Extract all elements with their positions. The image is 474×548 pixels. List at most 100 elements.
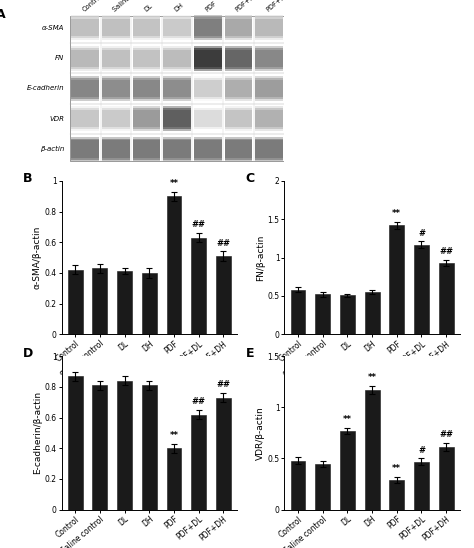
Bar bbox=[164, 78, 191, 99]
Text: Saline control: Saline control bbox=[112, 0, 151, 13]
Bar bbox=[225, 67, 252, 71]
Text: #: # bbox=[418, 229, 425, 238]
Bar bbox=[142, 273, 157, 334]
Bar bbox=[255, 18, 283, 38]
Bar bbox=[133, 106, 160, 110]
Bar bbox=[166, 448, 182, 510]
Bar bbox=[194, 46, 222, 49]
Bar bbox=[142, 385, 157, 510]
Text: **: ** bbox=[368, 373, 376, 382]
Bar bbox=[255, 78, 283, 99]
Bar bbox=[133, 46, 160, 49]
Bar bbox=[164, 139, 191, 159]
Bar bbox=[70, 15, 284, 161]
Y-axis label: E-cadherin/β-actin: E-cadherin/β-actin bbox=[33, 391, 42, 475]
Text: PDF+DH: PDF+DH bbox=[265, 0, 291, 13]
Bar bbox=[133, 97, 160, 101]
Bar bbox=[291, 290, 305, 334]
Bar bbox=[117, 271, 132, 334]
Bar bbox=[102, 97, 130, 101]
Bar bbox=[133, 48, 160, 68]
Bar bbox=[194, 109, 222, 129]
Bar bbox=[255, 136, 283, 140]
Bar bbox=[414, 244, 429, 334]
Bar bbox=[225, 48, 252, 68]
Bar bbox=[255, 139, 283, 159]
Bar bbox=[72, 37, 99, 40]
Bar bbox=[102, 37, 130, 40]
Bar bbox=[225, 109, 252, 129]
Bar bbox=[117, 381, 132, 510]
Bar bbox=[194, 37, 222, 40]
Bar bbox=[164, 109, 191, 129]
Bar bbox=[164, 97, 191, 101]
Bar bbox=[191, 238, 206, 334]
Bar bbox=[164, 76, 191, 80]
Text: α-SMA: α-SMA bbox=[42, 25, 64, 31]
Bar bbox=[216, 398, 231, 510]
Bar bbox=[133, 37, 160, 40]
Y-axis label: FN/β-actin: FN/β-actin bbox=[255, 235, 264, 281]
Text: **: ** bbox=[343, 415, 352, 424]
Text: ##: ## bbox=[439, 247, 453, 256]
Bar bbox=[194, 106, 222, 110]
Bar bbox=[225, 158, 252, 162]
Text: ##: ## bbox=[191, 220, 206, 229]
Bar bbox=[164, 127, 191, 131]
Bar bbox=[72, 139, 99, 159]
Bar bbox=[72, 78, 99, 99]
Bar bbox=[164, 67, 191, 71]
Text: **: ** bbox=[392, 209, 401, 218]
Bar bbox=[255, 97, 283, 101]
Text: A: A bbox=[0, 8, 5, 21]
Bar bbox=[72, 18, 99, 38]
Bar bbox=[194, 48, 222, 68]
Bar bbox=[194, 139, 222, 159]
Bar bbox=[225, 97, 252, 101]
Text: C: C bbox=[246, 172, 255, 185]
Bar bbox=[194, 15, 222, 19]
Text: FN: FN bbox=[55, 55, 64, 61]
Bar bbox=[68, 376, 82, 510]
Bar bbox=[194, 97, 222, 101]
Bar bbox=[102, 139, 130, 159]
Bar bbox=[340, 431, 355, 510]
Bar bbox=[164, 136, 191, 140]
Bar bbox=[102, 109, 130, 129]
Bar bbox=[225, 139, 252, 159]
Y-axis label: α-SMA/β-actin: α-SMA/β-actin bbox=[33, 226, 42, 289]
Bar bbox=[164, 48, 191, 68]
Bar bbox=[102, 136, 130, 140]
Bar bbox=[102, 78, 130, 99]
Bar bbox=[72, 106, 99, 110]
Bar bbox=[72, 97, 99, 101]
Bar bbox=[216, 256, 231, 334]
Bar bbox=[255, 46, 283, 49]
Bar bbox=[164, 18, 191, 38]
Bar bbox=[365, 390, 380, 510]
Bar bbox=[102, 18, 130, 38]
Bar bbox=[225, 127, 252, 131]
Text: VDR: VDR bbox=[49, 116, 64, 122]
Text: β-actin: β-actin bbox=[40, 146, 64, 152]
Bar bbox=[225, 76, 252, 80]
Bar bbox=[164, 106, 191, 110]
Bar bbox=[72, 136, 99, 140]
Bar bbox=[133, 76, 160, 80]
Bar bbox=[414, 461, 429, 510]
Bar bbox=[255, 109, 283, 129]
Bar bbox=[340, 295, 355, 334]
Bar bbox=[92, 385, 107, 510]
Bar bbox=[102, 67, 130, 71]
Bar bbox=[315, 464, 330, 510]
Bar bbox=[255, 76, 283, 80]
Bar bbox=[72, 127, 99, 131]
Bar bbox=[102, 46, 130, 49]
Bar bbox=[194, 136, 222, 140]
Bar bbox=[72, 15, 99, 19]
Bar bbox=[102, 106, 130, 110]
Text: ##: ## bbox=[217, 238, 230, 248]
Text: DL: DL bbox=[143, 2, 153, 13]
Bar bbox=[133, 67, 160, 71]
Text: DH: DH bbox=[173, 2, 185, 13]
